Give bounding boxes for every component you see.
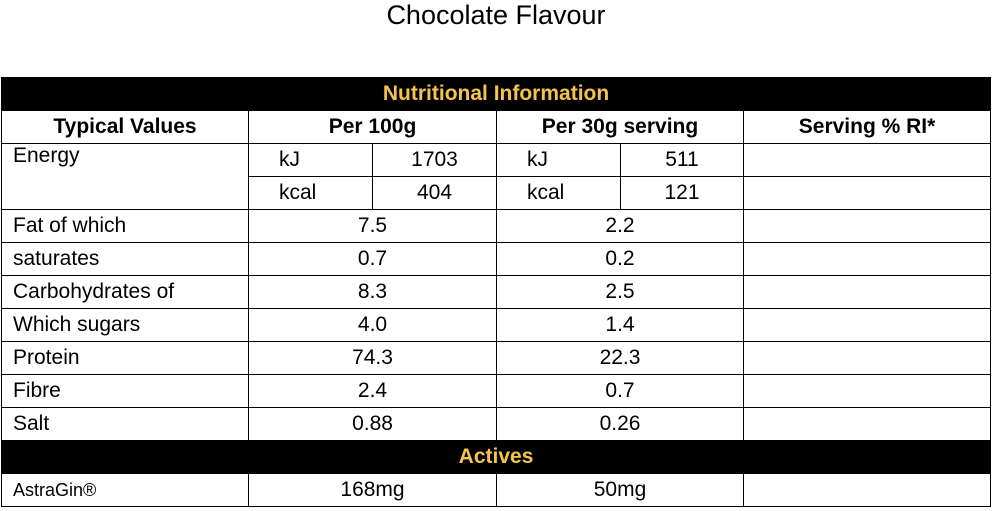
table-row: AstraGin® 168mg 50mg bbox=[1, 473, 992, 507]
page-title: Chocolate Flavour bbox=[386, 0, 606, 30]
sugars-per100: 4.0 bbox=[248, 308, 497, 342]
astragin-ri bbox=[742, 473, 992, 507]
fibre-label: Fibre bbox=[1, 374, 249, 408]
energy-kj-unit-100: kJ bbox=[248, 143, 373, 177]
actives-header-row: Actives bbox=[0, 440, 992, 474]
table-row: Carbohydrates of 8.3 2.5 bbox=[1, 275, 992, 309]
energy-kj-per100: 1703 bbox=[372, 143, 497, 177]
astragin-per100: 168mg bbox=[248, 473, 497, 507]
table-row: saturates 0.7 0.2 bbox=[1, 242, 992, 276]
nutrition-table: Nutritional Information Typical Values P… bbox=[0, 77, 992, 507]
energy-kj-ri bbox=[742, 143, 992, 177]
salt-per100: 0.88 bbox=[248, 407, 497, 441]
col-header-typical: Typical Values bbox=[1, 110, 249, 144]
saturates-ri bbox=[742, 242, 992, 276]
energy-kj-per30: 511 bbox=[620, 143, 744, 177]
energy-kcal-unit-100: kcal bbox=[248, 176, 373, 210]
fat-per30: 2.2 bbox=[496, 209, 744, 243]
carbs-per100: 8.3 bbox=[248, 275, 497, 309]
salt-label: Salt bbox=[1, 407, 249, 441]
fat-label: Fat of which bbox=[1, 209, 249, 243]
table-row: Fat of which 7.5 2.2 bbox=[1, 209, 992, 243]
table-row: Fibre 2.4 0.7 bbox=[1, 374, 992, 408]
energy-kcal-per30: 121 bbox=[620, 176, 744, 210]
table-row: Salt 0.88 0.26 bbox=[1, 407, 992, 441]
astragin-per30: 50mg bbox=[496, 473, 744, 507]
carbs-ri bbox=[742, 275, 992, 309]
energy-kj-unit-30: kJ bbox=[496, 143, 621, 177]
table-row: kcal 404 kcal 121 bbox=[2, 176, 992, 210]
protein-label: Protein bbox=[1, 341, 249, 375]
energy-kcal-per100: 404 bbox=[372, 176, 497, 210]
astragin-label: AstraGin® bbox=[1, 473, 249, 507]
carbs-per30: 2.5 bbox=[496, 275, 744, 309]
protein-per30: 22.3 bbox=[496, 341, 744, 375]
fat-ri bbox=[742, 209, 992, 243]
actives-header: Actives bbox=[0, 440, 992, 474]
saturates-per100: 0.7 bbox=[248, 242, 497, 276]
energy-label: Energy bbox=[1, 143, 249, 210]
saturates-per30: 0.2 bbox=[496, 242, 744, 276]
protein-per100: 74.3 bbox=[248, 341, 497, 375]
sugars-per30: 1.4 bbox=[496, 308, 744, 342]
fat-per100: 7.5 bbox=[248, 209, 497, 243]
col-header-ri: Serving % RI* bbox=[742, 110, 992, 144]
table-row: Energy kJ 1703 kJ 511 bbox=[1, 143, 992, 210]
saturates-label: saturates bbox=[1, 242, 249, 276]
section-header: Nutritional Information bbox=[0, 77, 992, 111]
sugars-ri bbox=[742, 308, 992, 342]
salt-ri bbox=[742, 407, 992, 441]
fibre-per30: 0.7 bbox=[496, 374, 744, 408]
sugars-label: Which sugars bbox=[1, 308, 249, 342]
energy-kcal-ri bbox=[742, 176, 992, 210]
col-header-per30: Per 30g serving bbox=[496, 110, 744, 144]
column-header-row: Typical Values Per 100g Per 30g serving … bbox=[1, 110, 992, 144]
nutrition-header-row: Nutritional Information bbox=[0, 77, 992, 111]
fibre-ri bbox=[742, 374, 992, 408]
energy-kcal-unit-30: kcal bbox=[496, 176, 621, 210]
salt-per30: 0.26 bbox=[496, 407, 744, 441]
table-row: Protein 74.3 22.3 bbox=[1, 341, 992, 375]
protein-ri bbox=[742, 341, 992, 375]
carbs-label: Carbohydrates of bbox=[1, 275, 249, 309]
table-row: Which sugars 4.0 1.4 bbox=[1, 308, 992, 342]
fibre-per100: 2.4 bbox=[248, 374, 497, 408]
col-header-per100: Per 100g bbox=[248, 110, 497, 144]
